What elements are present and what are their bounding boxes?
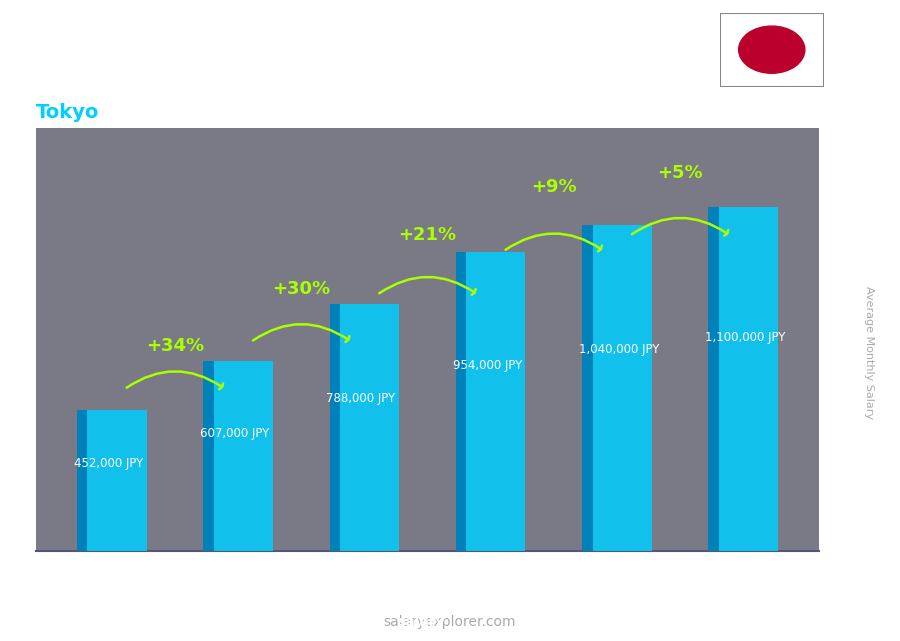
Text: 607,000 JPY: 607,000 JPY bbox=[200, 427, 269, 440]
Text: Tokyo: Tokyo bbox=[36, 103, 99, 122]
Bar bbox=[203, 361, 214, 551]
Text: Salary Comparison By Experience: Salary Comparison By Experience bbox=[36, 22, 612, 51]
Bar bbox=[77, 410, 147, 551]
Text: +34%: +34% bbox=[146, 337, 204, 355]
Text: salary: salary bbox=[397, 615, 446, 629]
Text: 1,100,000 JPY: 1,100,000 JPY bbox=[706, 331, 786, 344]
Text: Average Monthly Salary: Average Monthly Salary bbox=[863, 286, 874, 419]
Circle shape bbox=[739, 26, 805, 73]
Text: salaryexplorer.com: salaryexplorer.com bbox=[383, 615, 517, 629]
Bar bbox=[77, 410, 87, 551]
Bar bbox=[329, 304, 399, 551]
Text: 954,000 JPY: 954,000 JPY bbox=[453, 360, 522, 372]
Bar bbox=[329, 304, 340, 551]
Text: 1,040,000 JPY: 1,040,000 JPY bbox=[579, 343, 660, 356]
Text: +30%: +30% bbox=[272, 279, 330, 298]
Text: +9%: +9% bbox=[531, 178, 577, 196]
Text: +5%: +5% bbox=[657, 164, 703, 182]
Text: Information Technology Asset Manager: Information Technology Asset Manager bbox=[36, 67, 415, 87]
Bar bbox=[708, 206, 778, 551]
Bar bbox=[582, 226, 652, 551]
Text: 788,000 JPY: 788,000 JPY bbox=[327, 392, 396, 404]
Bar bbox=[456, 253, 526, 551]
Bar bbox=[203, 361, 273, 551]
Bar bbox=[582, 226, 592, 551]
Text: 452,000 JPY: 452,000 JPY bbox=[74, 457, 143, 470]
Bar bbox=[456, 253, 466, 551]
Text: +21%: +21% bbox=[399, 226, 456, 244]
Bar bbox=[708, 206, 719, 551]
